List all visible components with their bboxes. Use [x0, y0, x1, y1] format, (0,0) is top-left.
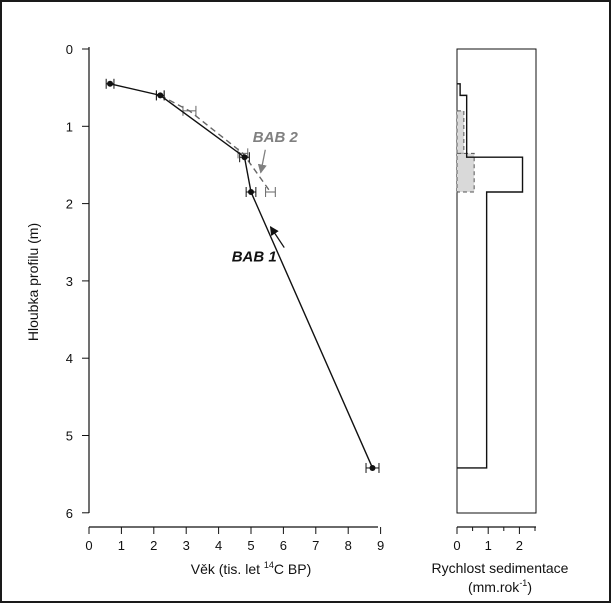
rate-x-tick-label: 0 [453, 538, 460, 553]
rate-step-bab-2 [456, 152, 475, 193]
data-point [107, 80, 114, 87]
x-tick-label: 9 [377, 538, 384, 553]
y-tick-label: 2 [66, 197, 73, 212]
y-tick-label: 4 [66, 351, 73, 366]
data-point [157, 92, 164, 99]
x-tick-label: 4 [215, 538, 222, 553]
y-tick-label: 0 [66, 42, 73, 57]
x-tick-label: 5 [247, 538, 254, 553]
rate-step-bab-1 [457, 83, 524, 469]
rate-series-group [456, 83, 524, 469]
x-tick-label: 1 [118, 538, 125, 553]
rate-axis-unit: (mm.rok-1) [468, 578, 532, 595]
y-tick-group: 0 1 2 3 4 5 6 [66, 42, 89, 521]
rate-x-tick-label: 1 [485, 538, 492, 553]
x-tick-label: 0 [85, 538, 92, 553]
annotation-group: BAB 2 BAB 1 [232, 129, 299, 266]
data-point [369, 464, 376, 471]
series-line-bab-1 [109, 83, 374, 469]
annotation-label: BAB 1 [232, 249, 277, 266]
rate-step-bab-2 [456, 110, 465, 154]
data-point [248, 189, 254, 196]
sedimentation-panel-box [456, 48, 537, 514]
series-group [105, 78, 380, 473]
x-tick-label: 7 [312, 538, 319, 553]
y-tick-label: 3 [66, 274, 73, 289]
age-depth-axes [88, 47, 378, 528]
rate-x-tick-group: 0 1 2 [453, 527, 536, 553]
y-tick-label: 1 [66, 119, 73, 134]
x-axis-label: Věk (tis. let 14C BP) [191, 560, 312, 577]
x-tick-label: 2 [150, 538, 157, 553]
annotation-label: BAB 2 [253, 129, 299, 146]
y-tick-label: 5 [66, 429, 73, 444]
rate-axis-label: Rychlost sedimentace [432, 560, 569, 576]
y-axis-label: Hloubka profilu (m) [25, 223, 41, 341]
series-line-bab-2 [159, 94, 272, 193]
x-tick-group: 0 1 2 3 4 5 6 7 8 9 [85, 527, 384, 553]
x-tick-label: 6 [280, 538, 287, 553]
annotation-arrow [269, 226, 285, 248]
annotation-arrow [257, 149, 267, 174]
y-tick-label: 6 [66, 506, 73, 521]
x-tick-label: 8 [345, 538, 352, 553]
rate-x-tick-label: 2 [516, 538, 523, 553]
x-tick-label: 3 [183, 538, 190, 553]
data-point [241, 154, 248, 161]
